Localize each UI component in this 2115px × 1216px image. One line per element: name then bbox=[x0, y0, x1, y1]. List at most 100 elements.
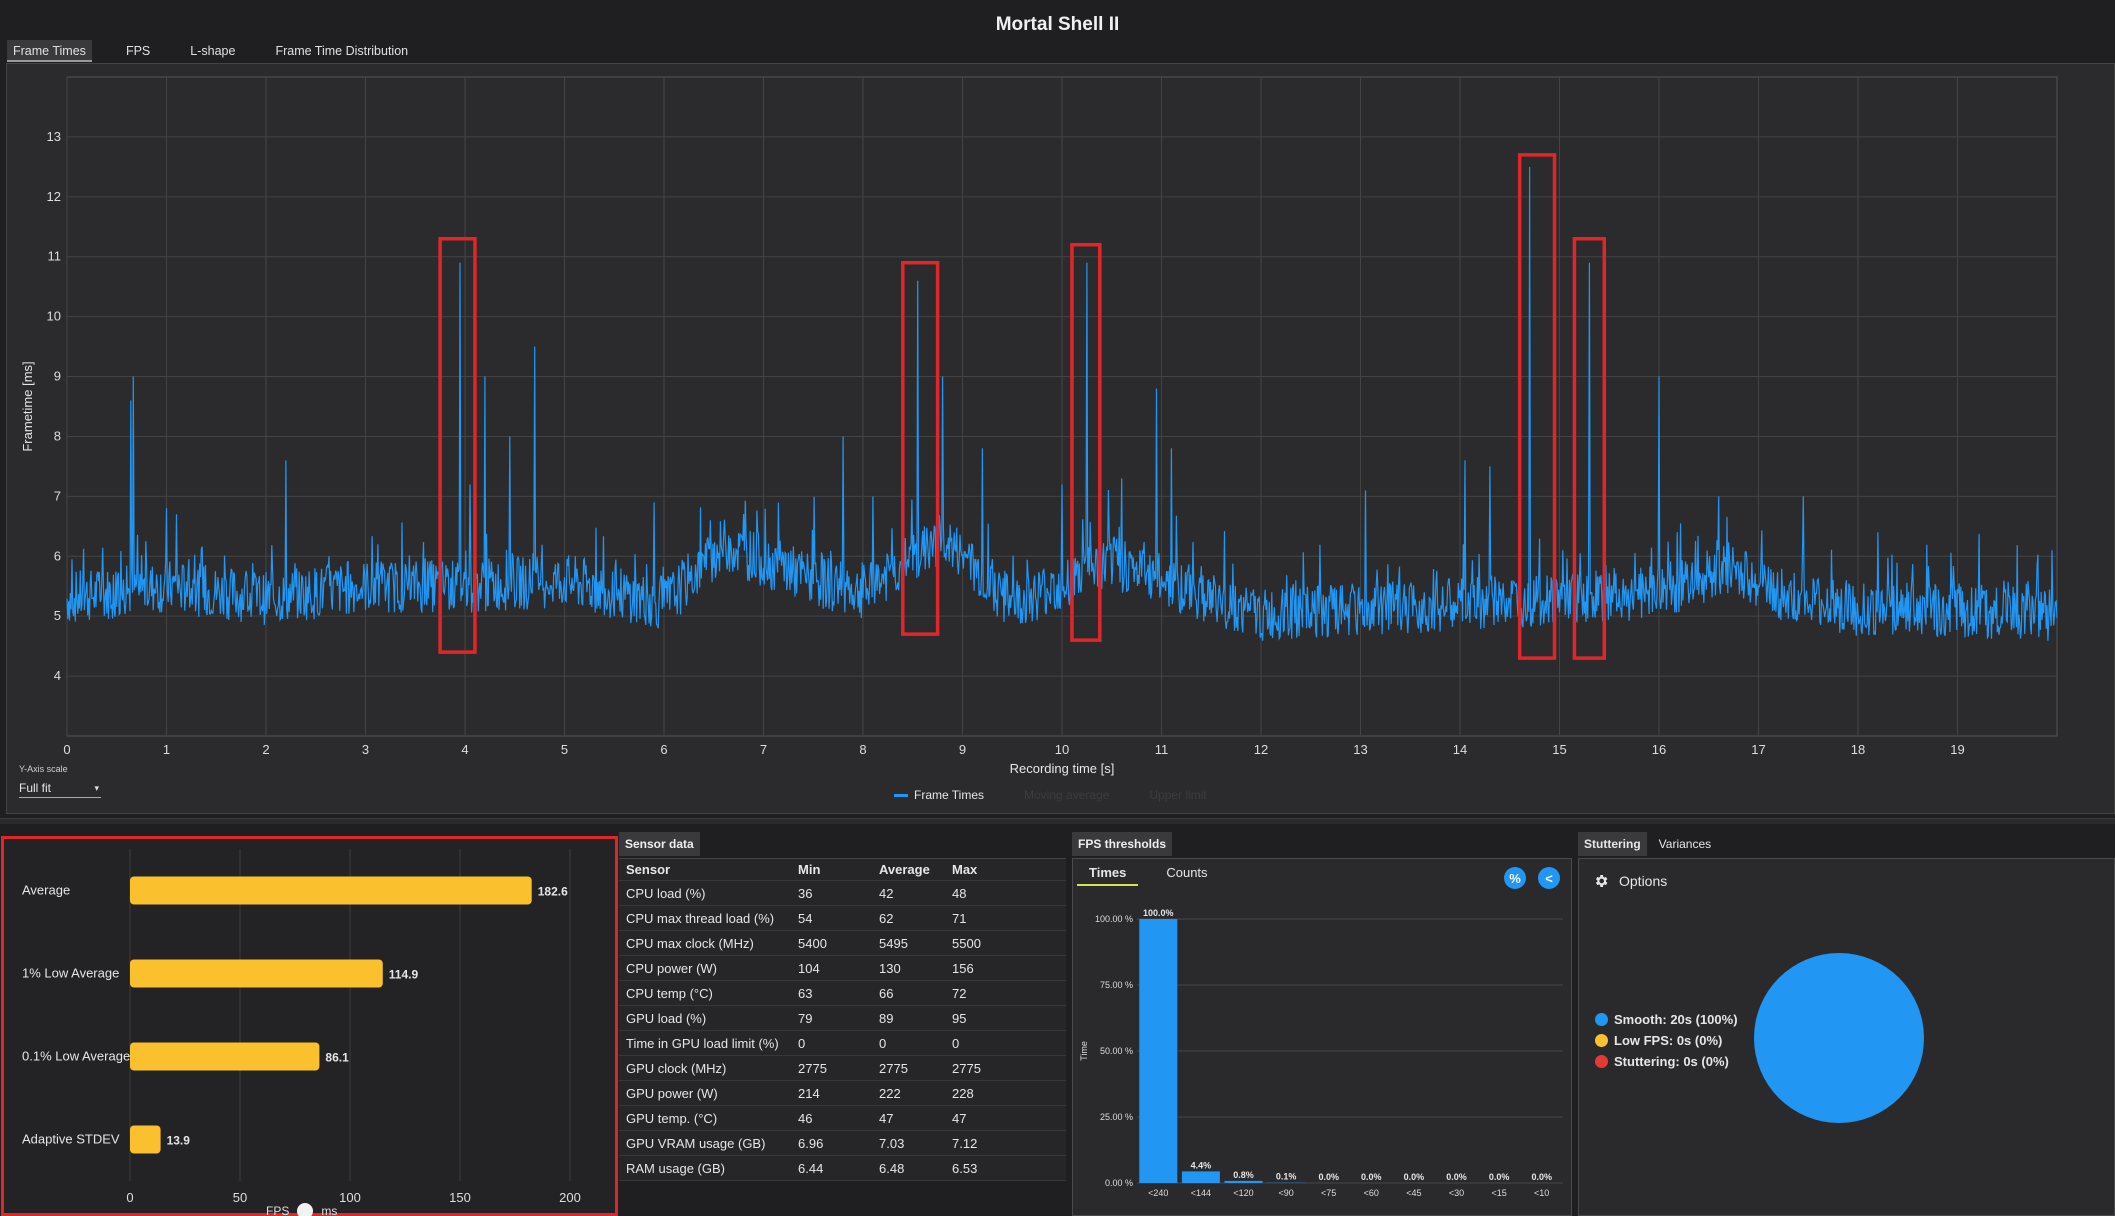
sensor-cell: 0 bbox=[879, 1035, 887, 1051]
x-tick-label: 9 bbox=[959, 742, 966, 757]
sensor-row: RAM usage (GB) 6.44 6.48 6.53 bbox=[619, 1156, 1066, 1181]
bar-value-label: 13.9 bbox=[167, 1134, 191, 1148]
stuttering-legend: Smooth: 20s (100%) Low FPS: 0s (0%) Stut… bbox=[1595, 1009, 1738, 1072]
chart-legend: Frame Times Moving average Upper limit bbox=[894, 788, 1207, 802]
sensor-cell: 62 bbox=[879, 910, 894, 926]
options-button[interactable]: Options bbox=[1593, 873, 1667, 889]
threshold-category-label: <120 bbox=[1233, 1188, 1253, 1198]
y-tick-label: 0.00 % bbox=[1105, 1178, 1133, 1188]
threshold-category-label: <240 bbox=[1148, 1188, 1168, 1198]
sensor-row: GPU temp. (°C) 46 47 47 bbox=[619, 1106, 1066, 1131]
threshold-value-label: 0.0% bbox=[1446, 1172, 1467, 1182]
sensor-cell: CPU temp (°C) bbox=[626, 985, 713, 1001]
sensor-row: GPU power (W) 214 222 228 bbox=[619, 1081, 1066, 1106]
threshold-value-label: 0.0% bbox=[1489, 1172, 1510, 1182]
spike-highlight-box bbox=[1572, 237, 1607, 660]
y-axis-scale-value: Full fit bbox=[19, 781, 52, 795]
sensor-row: GPU load (%) 79 89 95 bbox=[619, 1006, 1066, 1031]
threshold-bar bbox=[1181, 1171, 1220, 1183]
sensor-cell: CPU max clock (MHz) bbox=[626, 935, 754, 951]
sensor-cell: 214 bbox=[798, 1085, 820, 1101]
tab-sensor-data[interactable]: Sensor data bbox=[619, 832, 700, 856]
sensor-cell: GPU power (W) bbox=[626, 1085, 718, 1101]
spike-highlight-box bbox=[1517, 153, 1557, 660]
subtab-times[interactable]: Times bbox=[1077, 863, 1139, 886]
sensor-cell: CPU power (W) bbox=[626, 960, 718, 976]
subtab-counts[interactable]: Counts bbox=[1166, 865, 1208, 880]
percent-toggle-button[interactable]: % bbox=[1504, 867, 1526, 889]
sensor-row: CPU max thread load (%) 54 62 71 bbox=[619, 906, 1066, 931]
threshold-value-label: 0.0% bbox=[1318, 1172, 1339, 1182]
y-tick-label: 25.00 % bbox=[1100, 1112, 1133, 1122]
bar-category-label: 0.1% Low Average bbox=[22, 1049, 130, 1064]
tab-stuttering[interactable]: Stuttering bbox=[1578, 832, 1647, 856]
sensor-cell: GPU VRAM usage (GB) bbox=[626, 1135, 766, 1151]
bar bbox=[130, 876, 532, 905]
x-tick-label: 200 bbox=[559, 1190, 581, 1205]
sensor-cell: 95 bbox=[952, 1010, 967, 1026]
tab-l-shape[interactable]: L-shape bbox=[190, 44, 236, 58]
sensor-cell: 5495 bbox=[879, 935, 908, 951]
x-tick-label: 1 bbox=[163, 742, 170, 757]
sensor-cell: GPU clock (MHz) bbox=[626, 1060, 727, 1076]
tab-fps-thresholds[interactable]: FPS thresholds bbox=[1072, 832, 1173, 856]
sensor-cell: 42 bbox=[879, 885, 894, 901]
threshold-value-label: 0.8% bbox=[1233, 1170, 1254, 1180]
tab-frame-time-distribution[interactable]: Frame Time Distribution bbox=[275, 44, 409, 58]
fps-thresholds-chart: 0.00 % 25.00 % 50.00 % 75.00 % 100.00 % Time 1… bbox=[1079, 908, 1563, 1198]
spike-highlight-box bbox=[1070, 242, 1102, 642]
x-tick-label: 19 bbox=[1950, 742, 1964, 757]
legend-moving-average-label: Moving average bbox=[1024, 788, 1110, 802]
sensor-cell: 2775 bbox=[952, 1060, 981, 1076]
legend-dot bbox=[1595, 1013, 1608, 1026]
tab-variances[interactable]: Variances bbox=[1658, 837, 1712, 851]
spike-highlight-box bbox=[901, 260, 940, 636]
sensor-cell: 48 bbox=[952, 885, 967, 901]
fps-ms-toggle[interactable]: FPS ms bbox=[266, 1203, 337, 1216]
y-tick-label: 13 bbox=[47, 129, 61, 144]
sensor-cell: 89 bbox=[879, 1010, 894, 1026]
tab-frame-times[interactable]: Frame Times bbox=[7, 40, 92, 62]
sensor-cell: 6.44 bbox=[798, 1160, 824, 1176]
bar-category-label: Adaptive STDEV bbox=[22, 1132, 120, 1147]
y-axis-label: Frametime [ms] bbox=[20, 361, 35, 451]
y-axis-scale-select[interactable]: Full fit ▾ bbox=[19, 779, 101, 798]
stuttering-tabs: Stuttering Variances bbox=[1578, 832, 2115, 856]
toggle-fps-label: FPS bbox=[266, 1204, 290, 1216]
legend-swatch bbox=[894, 793, 908, 797]
x-axis-label: Recording time [s] bbox=[1010, 761, 1115, 776]
legend-frame-times[interactable]: Frame Times bbox=[894, 788, 984, 802]
column-header: Sensor bbox=[626, 862, 671, 877]
legend-moving-average[interactable]: Moving average bbox=[1024, 788, 1109, 802]
panel-divider[interactable] bbox=[0, 818, 2115, 824]
share-button[interactable]: < bbox=[1538, 867, 1560, 889]
threshold-category-label: <10 bbox=[1534, 1188, 1549, 1198]
x-tick-label: 13 bbox=[1353, 742, 1367, 757]
x-tick-label: 3 bbox=[362, 742, 369, 757]
sensor-cell: CPU load (%) bbox=[626, 885, 706, 901]
sensor-table-header: Sensor Min Average Max bbox=[619, 859, 1066, 881]
legend-upper-limit[interactable]: Upper limit bbox=[1149, 788, 1206, 802]
x-tick-label: 17 bbox=[1751, 742, 1765, 757]
threshold-value-label: 4.4% bbox=[1191, 1160, 1212, 1170]
legend-low-fps-label: Low FPS: 0s (0%) bbox=[1614, 1033, 1723, 1048]
sensor-cell: 2775 bbox=[798, 1060, 827, 1076]
threshold-value-label: 0.1% bbox=[1276, 1172, 1297, 1182]
y-tick-label: 11 bbox=[48, 249, 62, 264]
toggle-knob[interactable] bbox=[297, 1203, 314, 1216]
x-tick-label: 8 bbox=[859, 742, 866, 757]
legend-stuttering: Stuttering: 0s (0%) bbox=[1595, 1051, 1738, 1072]
sensor-cell: 63 bbox=[798, 985, 813, 1001]
sensor-cell: GPU load (%) bbox=[626, 1010, 707, 1026]
tab-fps[interactable]: FPS bbox=[125, 44, 151, 58]
bar-category-label: 1% Low Average bbox=[22, 966, 119, 981]
sensor-cell: CPU max thread load (%) bbox=[626, 910, 775, 926]
chart-tabs: Frame Times FPS L-shape Frame Time Distr… bbox=[7, 40, 414, 62]
bar bbox=[130, 1042, 320, 1071]
bar-value-label: 182.6 bbox=[538, 885, 568, 899]
sensor-cell: 7.03 bbox=[879, 1135, 905, 1151]
fps-thresholds-body: Times Counts % < 0.00 % 25.00 % 50.00 % 75.… bbox=[1072, 858, 1572, 1216]
sensor-cell: RAM usage (GB) bbox=[626, 1160, 725, 1176]
column-header: Average bbox=[879, 862, 930, 877]
